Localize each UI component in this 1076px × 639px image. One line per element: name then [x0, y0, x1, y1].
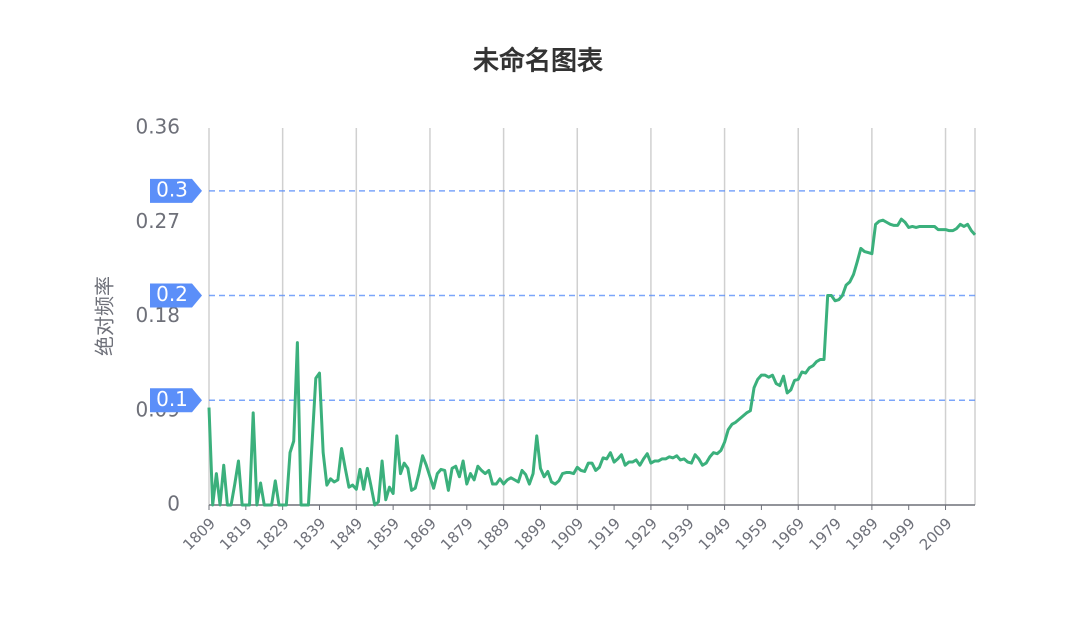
x-tick-label: 1909: [548, 514, 588, 554]
x-tick-label: 1809: [179, 514, 219, 554]
reference-badge: [150, 388, 202, 413]
x-tick-label: 1829: [253, 514, 293, 554]
x-tick-label: 1839: [290, 514, 330, 554]
y-tick-label: 0.27: [135, 209, 180, 233]
x-tick-label: 1869: [400, 514, 440, 554]
x-tick-label: 1989: [842, 514, 882, 554]
reference-badge: [150, 178, 202, 203]
x-tick-label: 1959: [732, 514, 772, 554]
y-tick-label: 0: [167, 492, 180, 516]
x-tick-label: 1889: [474, 514, 514, 554]
x-tick-label: 1879: [437, 514, 477, 554]
x-tick-label: 1939: [658, 514, 698, 554]
x-tick-label: 1979: [805, 514, 845, 554]
chart-title: 未命名图表: [473, 46, 604, 77]
reference-label: 0.3: [156, 177, 188, 201]
x-tick-label: 1999: [879, 514, 919, 554]
x-tick-label: 1929: [621, 514, 661, 554]
x-tick-label: 1969: [769, 514, 809, 554]
y-tick-label: 0.36: [135, 115, 180, 139]
reference-label: 0.1: [156, 387, 188, 411]
x-tick-label: 2009: [916, 514, 956, 554]
x-tick-label: 1919: [584, 514, 624, 554]
x-tick-label: 1949: [695, 514, 735, 554]
data-line: [207, 217, 977, 507]
reference-badge: [150, 283, 202, 308]
reference-label: 0.2: [156, 282, 188, 306]
y-axis-label: 绝对频率: [93, 276, 117, 356]
x-tick-label: 1849: [327, 514, 367, 554]
x-tick-label: 1819: [216, 514, 256, 554]
x-tick-label: 1859: [363, 514, 403, 554]
x-tick-label: 1899: [511, 514, 551, 554]
